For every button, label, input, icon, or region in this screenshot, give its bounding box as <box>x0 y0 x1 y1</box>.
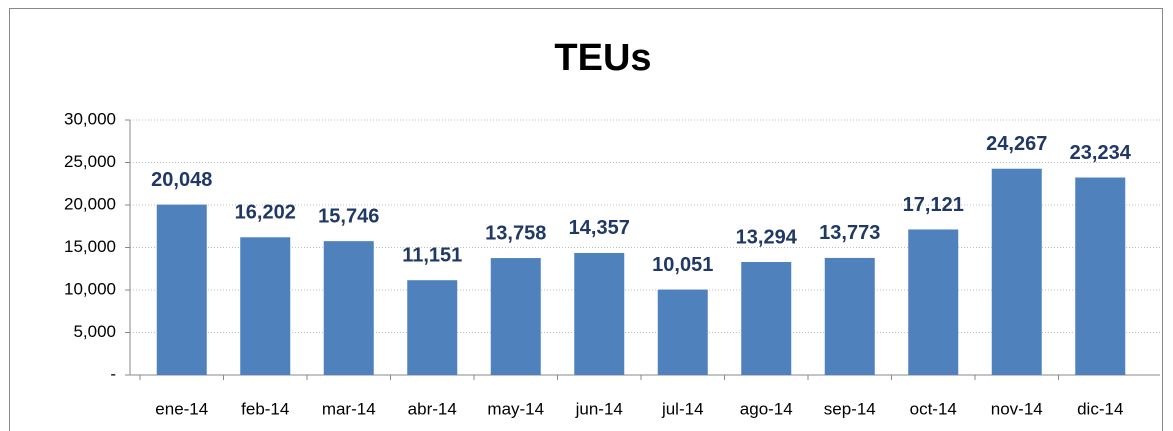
bar <box>407 280 458 375</box>
bar <box>824 257 875 375</box>
x-tick-label: mar-14 <box>322 399 376 418</box>
x-tick-label: ene-14 <box>155 399 208 418</box>
y-tick-label: 15,000 <box>64 237 116 256</box>
data-label: 20,048 <box>151 169 212 191</box>
chart-title: TEUs <box>554 37 651 79</box>
x-tick-label: may-14 <box>487 399 544 418</box>
data-label: 16,202 <box>235 202 296 224</box>
x-tick-label: feb-14 <box>241 399 289 418</box>
bar <box>323 241 374 375</box>
x-tick-label: jul-14 <box>661 399 704 418</box>
bar <box>574 252 625 375</box>
y-tick-label: 5,000 <box>73 322 116 341</box>
bar <box>490 258 541 375</box>
bar <box>156 204 207 375</box>
x-tick-label: oct-14 <box>910 399 957 418</box>
data-label: 13,758 <box>485 222 546 244</box>
x-tick-label: nov-14 <box>991 399 1043 418</box>
y-tick-label: - <box>110 364 116 383</box>
data-label: 23,234 <box>1070 142 1132 164</box>
data-label: 10,051 <box>652 254 713 276</box>
data-label: 24,267 <box>986 133 1047 155</box>
bar <box>741 262 792 375</box>
data-label: 14,357 <box>569 217 630 239</box>
x-tick-label: jun-14 <box>575 399 623 418</box>
x-tick-label: ago-14 <box>740 399 793 418</box>
x-tick-label: sep-14 <box>824 399 876 418</box>
data-label: 15,746 <box>318 205 379 227</box>
y-tick-label: 30,000 <box>64 109 116 128</box>
x-tick-label: dic-14 <box>1077 399 1123 418</box>
bar <box>1075 177 1126 375</box>
y-tick-label: 25,000 <box>64 152 116 171</box>
data-label: 17,121 <box>903 194 964 216</box>
data-label: 11,151 <box>402 244 462 266</box>
bar <box>657 289 708 375</box>
data-label: 13,294 <box>736 226 798 248</box>
y-tick-label: 20,000 <box>64 194 116 213</box>
data-label: 13,773 <box>819 222 880 244</box>
bar <box>908 229 959 375</box>
bar <box>240 237 291 375</box>
x-tick-label: abr-14 <box>408 399 457 418</box>
bar <box>991 168 1042 375</box>
y-tick-label: 10,000 <box>64 279 116 298</box>
